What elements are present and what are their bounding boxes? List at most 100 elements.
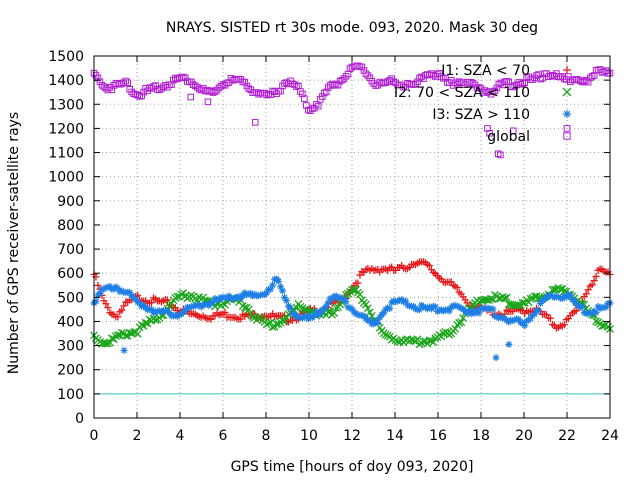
data-point [299, 90, 306, 98]
x-tick-label: 6 [219, 428, 228, 444]
data-point [283, 297, 291, 305]
data-point [301, 95, 308, 102]
data-point [245, 85, 253, 92]
data-point [310, 104, 318, 112]
legend-marker-4 [563, 132, 571, 140]
data-point [469, 80, 477, 87]
legend: I1: SZA < 70 I2: 70 < SZA < 110 I3: SZA > … [394, 63, 572, 145]
data-point [103, 339, 112, 348]
data-point [114, 313, 122, 321]
data-point [546, 314, 554, 322]
data-point [263, 289, 271, 297]
data-point [338, 76, 346, 84]
data-point [334, 81, 342, 89]
outlier-point [486, 129, 493, 137]
data-point [580, 309, 588, 317]
legend-symbol [563, 110, 571, 118]
chart-title: NRAYS. SISTED rt 30s mode. 093, 2020. Ma… [166, 20, 538, 36]
data-point [203, 301, 211, 309]
data-point [445, 307, 453, 315]
data-point [592, 317, 601, 326]
data-point [255, 292, 263, 300]
data-point [272, 320, 281, 329]
data-point [366, 316, 374, 324]
data-point [365, 308, 374, 317]
data-point [248, 312, 257, 321]
data-point [241, 78, 249, 86]
outlier-point [497, 151, 504, 159]
data-point [217, 82, 225, 90]
data-point [356, 271, 364, 279]
data-point [140, 88, 147, 96]
x-tick-label: 18 [472, 428, 490, 444]
data-point [316, 309, 324, 317]
data-point [517, 80, 524, 88]
data-point [180, 73, 187, 81]
data-point [138, 302, 146, 310]
data-point [425, 262, 433, 270]
data-point [420, 75, 427, 82]
y-tick-label: 400 [57, 314, 84, 330]
data-point [489, 305, 497, 313]
data-point [366, 74, 374, 82]
data-point [380, 309, 388, 317]
data-point [566, 292, 574, 300]
data-point [148, 299, 156, 307]
data-point [296, 313, 304, 321]
data-point [588, 72, 596, 80]
data-point [278, 316, 287, 325]
data-point [592, 309, 600, 317]
y-tick-label: 900 [57, 194, 84, 210]
data-point [94, 281, 102, 289]
data-point [527, 314, 535, 322]
data-point [361, 300, 370, 309]
data-point [358, 63, 366, 71]
data-point [126, 288, 134, 296]
outlier-point [251, 119, 259, 126]
data-point [500, 294, 509, 303]
data-point [279, 287, 287, 295]
data-point [102, 284, 110, 292]
data-point [556, 285, 565, 294]
data-point [120, 79, 128, 86]
data-point [521, 321, 529, 329]
data-point [134, 298, 142, 306]
data-point [269, 281, 277, 289]
data-point [330, 82, 338, 89]
data-point [300, 313, 308, 321]
data-point [354, 62, 362, 70]
data-point [118, 306, 126, 314]
outlier-point [505, 340, 513, 348]
y-tick-label: 600 [57, 266, 84, 282]
data-point [314, 102, 322, 110]
legend-label-3: I3: SZA > 110 [432, 107, 530, 123]
data-point [92, 297, 100, 305]
data-point [300, 305, 309, 314]
x-tick-label: 20 [515, 428, 533, 444]
data-point [213, 86, 221, 94]
data-point [550, 285, 559, 294]
data-point [477, 85, 485, 92]
data-point [330, 309, 339, 317]
data-point [310, 311, 318, 319]
y-tick-label: 100 [57, 387, 84, 403]
y-tick-label: 500 [57, 290, 84, 306]
data-point [435, 307, 443, 315]
data-point [143, 319, 152, 328]
data-point [590, 277, 598, 285]
data-point [121, 331, 130, 340]
data-point [584, 286, 592, 294]
data-point [584, 78, 592, 86]
data-point [113, 331, 122, 340]
data-point [171, 312, 179, 320]
outlier-point [509, 127, 517, 135]
data-point [515, 315, 523, 323]
data-point [263, 91, 270, 99]
legend-marker-1 [563, 66, 571, 74]
outlier-point [120, 346, 128, 354]
data-point [136, 93, 143, 100]
data-point [211, 88, 219, 95]
y-tick-label: 1000 [48, 170, 84, 186]
data-point [505, 78, 513, 86]
data-point [360, 67, 368, 74]
